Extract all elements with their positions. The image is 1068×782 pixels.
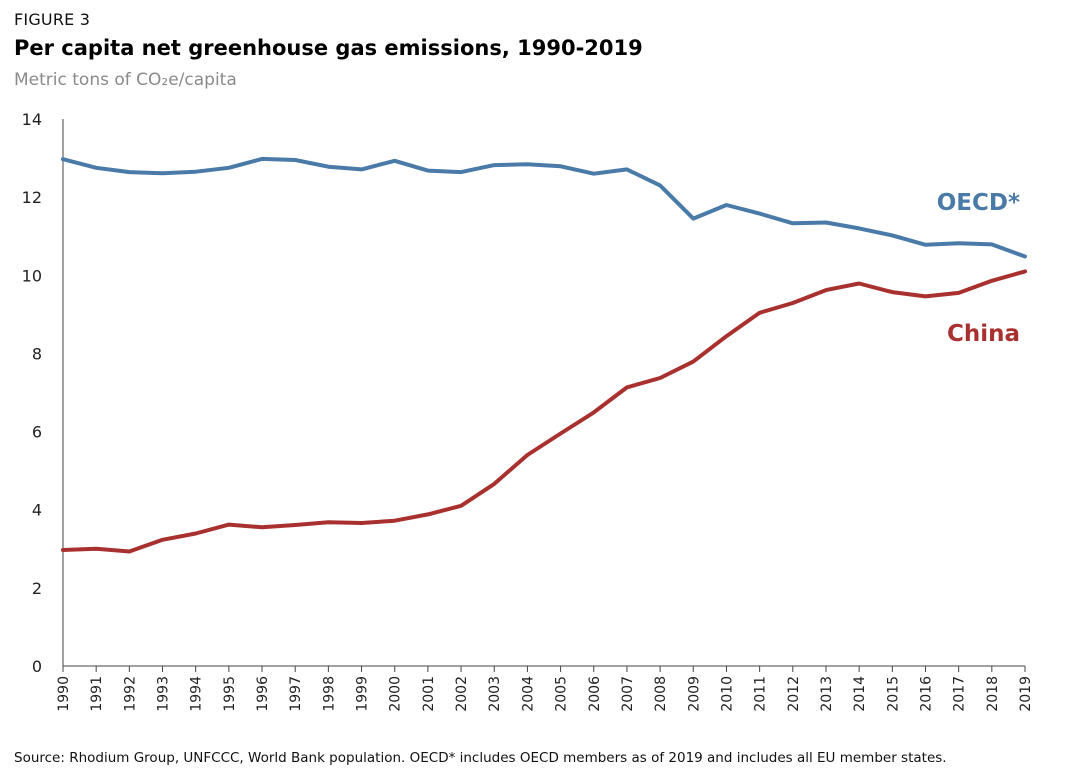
y-axis-ticks: 0 2 4 6 8 10 12 14 <box>22 110 42 676</box>
x-tick-label: 1998 <box>321 676 337 712</box>
figure-label: FIGURE 3 <box>14 10 91 29</box>
y-tick-label: 2 <box>32 579 42 598</box>
series-label-china: China <box>947 321 1020 347</box>
y-tick-label: 8 <box>32 344 42 363</box>
x-tick-label: 1997 <box>288 676 304 712</box>
x-tick-label: 2017 <box>952 676 968 712</box>
x-tick-label: 2007 <box>620 676 636 712</box>
x-tick-label: 2001 <box>421 676 437 712</box>
x-tick-label: 2004 <box>520 676 536 712</box>
chart-axes <box>62 119 1025 667</box>
source-note: Source: Rhodium Group, UNFCCC, World Ban… <box>14 750 947 766</box>
x-tick-label: 1992 <box>122 676 138 712</box>
x-tick-label: 2011 <box>753 676 769 712</box>
x-tick-label: 2006 <box>587 676 603 712</box>
x-tick-label: 2012 <box>786 676 802 712</box>
x-tick-label: 1995 <box>222 676 238 712</box>
y-tick-label: 12 <box>22 188 42 207</box>
y-tick-label: 0 <box>32 657 42 676</box>
x-tick-label: 1994 <box>189 676 205 712</box>
x-tick-label: 1993 <box>156 676 172 712</box>
series-line-china <box>61 269 1027 554</box>
series-label-oecd: OECD* <box>937 190 1020 216</box>
x-tick-label: 2016 <box>918 676 934 712</box>
x-tick-label: 1990 <box>56 676 72 712</box>
x-axis-ticks: 1990 1991 1992 1993 1994 1995 1996 1997 1998 1999… <box>56 666 1034 712</box>
x-tick-label: 2009 <box>686 676 702 712</box>
x-tick-label: 2018 <box>985 676 1001 712</box>
x-tick-label: 2010 <box>719 676 735 712</box>
x-tick-label: 2000 <box>388 676 404 712</box>
series-labels: OECD* China <box>937 190 1020 347</box>
chart-title: Per capita net greenhouse gas emissions,… <box>14 36 643 60</box>
x-tick-label: 2013 <box>819 676 835 712</box>
x-tick-label: 1991 <box>89 676 105 712</box>
y-tick-label: 4 <box>32 501 42 520</box>
x-tick-label: 2002 <box>454 676 470 712</box>
x-tick-label: 2015 <box>885 676 901 712</box>
x-tick-label: 2019 <box>1018 676 1034 712</box>
x-tick-label: 1999 <box>355 676 371 712</box>
x-tick-label: 2005 <box>554 676 570 712</box>
x-tick-label: 2003 <box>487 676 503 712</box>
chart-series <box>61 156 1027 554</box>
y-tick-label: 6 <box>32 423 42 442</box>
y-tick-label: 10 <box>22 266 42 285</box>
x-tick-label: 2008 <box>653 676 669 712</box>
x-tick-label: 1996 <box>255 676 271 712</box>
chart-subtitle: Metric tons of CO₂e/capita <box>14 70 237 90</box>
x-tick-label: 2014 <box>852 676 868 712</box>
y-tick-label: 14 <box>22 110 42 129</box>
series-line-oecd <box>61 156 1027 259</box>
